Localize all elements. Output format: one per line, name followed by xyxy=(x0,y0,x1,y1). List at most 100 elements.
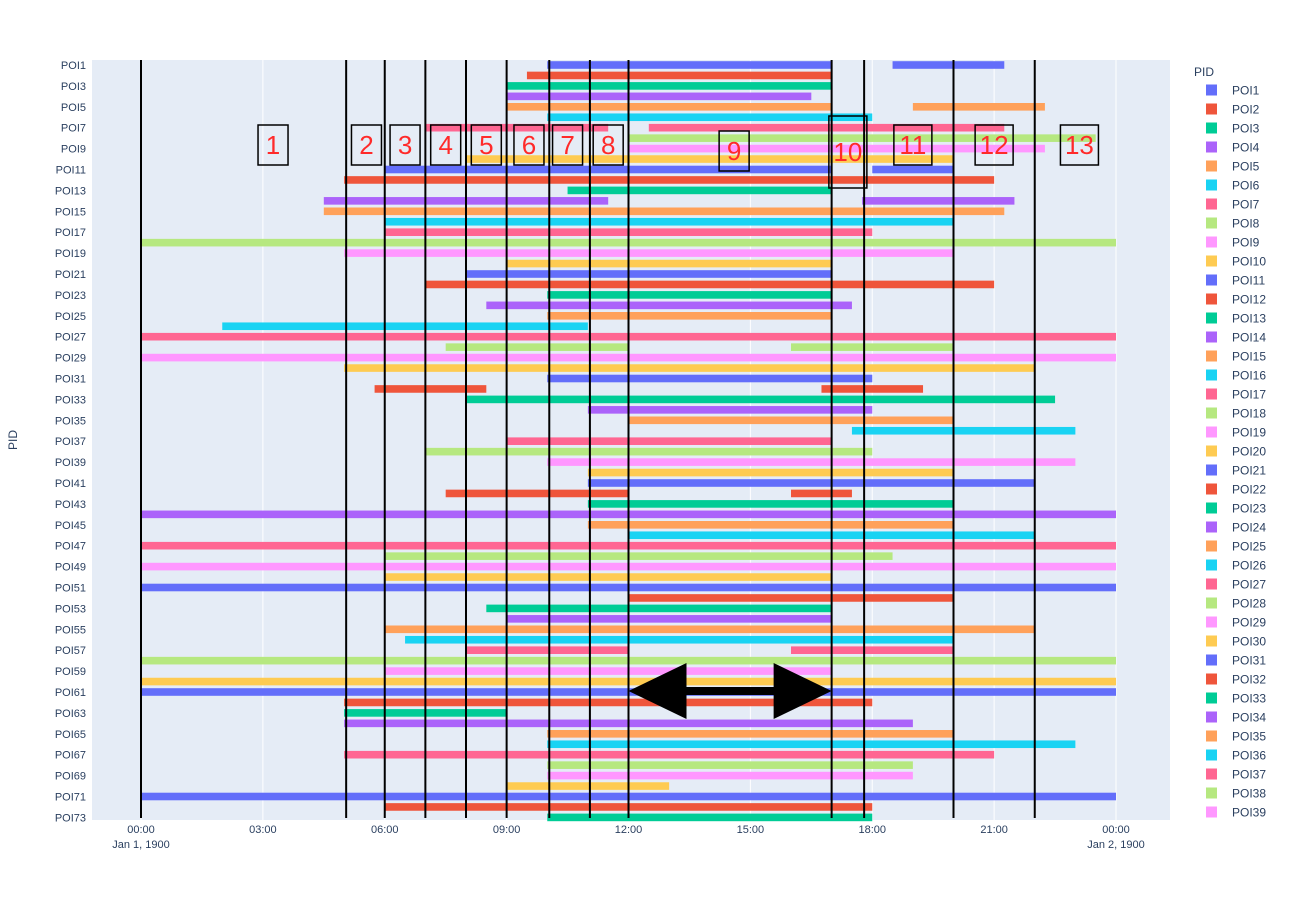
y-tick-label: POI51 xyxy=(55,583,86,595)
legend-swatch xyxy=(1206,711,1217,723)
bar xyxy=(628,416,954,425)
y-tick-label: POI61 xyxy=(55,687,86,699)
y-tick-label: POI39 xyxy=(55,457,86,469)
legend-item: POI3 xyxy=(1206,122,1260,136)
legend-item: POI29 xyxy=(1206,616,1266,630)
y-tick-label: POI5 xyxy=(61,102,86,114)
legend-item: POI12 xyxy=(1206,293,1266,307)
zone-3: 3 xyxy=(389,124,421,166)
legend-label: POI1 xyxy=(1232,84,1260,98)
zone-label-8: 8 xyxy=(601,130,615,160)
bar xyxy=(445,489,629,498)
zone-1: 1 xyxy=(257,124,289,166)
legend-item: POI8 xyxy=(1206,217,1260,231)
bar xyxy=(384,625,1035,634)
x-tick-label: 12:00 xyxy=(615,824,643,836)
legend-swatch xyxy=(1206,692,1217,704)
legend-label: POI16 xyxy=(1232,369,1266,383)
x-tick-label: 00:00 xyxy=(127,824,155,836)
legend-swatch xyxy=(1206,407,1217,419)
legend-swatch xyxy=(1206,122,1217,134)
y-tick-label: POI35 xyxy=(55,415,86,427)
y-tick-label: POI73 xyxy=(55,812,86,824)
legend-swatch xyxy=(1206,274,1217,286)
legend-item: POI24 xyxy=(1206,521,1266,535)
bar xyxy=(466,646,629,654)
legend-item: POI14 xyxy=(1206,331,1266,345)
legend-label: POI34 xyxy=(1232,711,1266,725)
legend-label: POI10 xyxy=(1232,255,1266,269)
bar xyxy=(425,123,609,132)
legend-swatch xyxy=(1206,521,1217,533)
bar xyxy=(872,165,954,174)
zone-box xyxy=(257,124,289,166)
y-tick-label: POI49 xyxy=(55,562,86,574)
bar xyxy=(547,813,873,822)
zone-12: 12 xyxy=(974,124,1014,166)
legend: POI1 POI2 POI3 POI4 POI5 POI6 POI7 POI8 POI9 POI1… xyxy=(1206,84,1266,820)
legend-label: POI31 xyxy=(1232,654,1266,668)
legend-label: POI9 xyxy=(1232,236,1260,250)
y-tick-label: POI63 xyxy=(55,708,86,720)
legend-swatch xyxy=(1206,730,1217,742)
zone-label-9: 9 xyxy=(727,136,741,166)
zone-label-12: 12 xyxy=(980,130,1009,160)
zone-9: 9 xyxy=(718,130,750,172)
legend-label: POI25 xyxy=(1232,540,1266,554)
zone-11: 11 xyxy=(893,124,933,166)
legend-label: POI13 xyxy=(1232,312,1266,326)
legend-label: POI33 xyxy=(1232,692,1266,706)
legend-label: POI14 xyxy=(1232,331,1266,345)
bar xyxy=(344,176,995,184)
legend-item: POI36 xyxy=(1206,749,1266,763)
legend-swatch xyxy=(1206,217,1217,229)
legend-item: POI33 xyxy=(1206,692,1266,706)
y-tick-label: POI17 xyxy=(55,227,86,239)
legend-swatch xyxy=(1206,312,1217,324)
bar xyxy=(791,343,954,351)
bar xyxy=(791,646,954,654)
legend-label: POI32 xyxy=(1232,673,1266,687)
zone-labels: 1 2 3 4 5 6 7 8 9 10 11 12 13 xyxy=(257,115,1100,189)
legend-item: POI32 xyxy=(1206,673,1266,687)
legend-swatch xyxy=(1206,350,1217,362)
legend-swatch xyxy=(1206,502,1217,514)
legend-label: POI19 xyxy=(1232,426,1266,440)
legend-swatch xyxy=(1206,597,1217,609)
bar xyxy=(384,667,832,675)
bar xyxy=(384,217,954,226)
zone-label-11: 11 xyxy=(899,130,926,160)
legend-label: POI4 xyxy=(1232,141,1260,155)
bar xyxy=(425,447,873,456)
bar xyxy=(892,61,1005,69)
bar xyxy=(821,385,924,393)
x-tick-label: 21:00 xyxy=(980,824,1008,836)
zone-label-5: 5 xyxy=(479,130,493,160)
bar xyxy=(425,280,995,289)
zone-10: 10 xyxy=(828,115,868,189)
bar xyxy=(912,103,1045,111)
legend-item: POI13 xyxy=(1206,312,1266,326)
divider-lines xyxy=(140,60,1036,818)
y-tick-label: POI27 xyxy=(55,332,86,344)
zone-box xyxy=(513,124,545,166)
legend-label: POI26 xyxy=(1232,559,1266,573)
bar xyxy=(628,144,1045,153)
bar xyxy=(506,437,832,445)
bar xyxy=(506,103,832,111)
y-tick-label: POI1 xyxy=(61,60,86,72)
legend-item: POI25 xyxy=(1206,540,1266,554)
zone-box xyxy=(828,115,868,189)
legend-label: POI23 xyxy=(1232,502,1266,516)
legend-label: POI29 xyxy=(1232,616,1266,630)
legend-label: POI5 xyxy=(1232,160,1260,174)
legend-item: POI9 xyxy=(1206,236,1260,250)
legend-item: POI26 xyxy=(1206,559,1266,573)
x-axis-ticks: 00:00 Jan 1, 1900 03:00 06:00 09:00 12:00 15:0… xyxy=(112,824,1145,851)
bar xyxy=(344,698,873,707)
y-tick-label: POI11 xyxy=(56,165,86,177)
bar xyxy=(862,197,1015,205)
x-tick-sublabel: Jan 2, 1900 xyxy=(1087,839,1145,851)
bar xyxy=(323,207,1005,216)
